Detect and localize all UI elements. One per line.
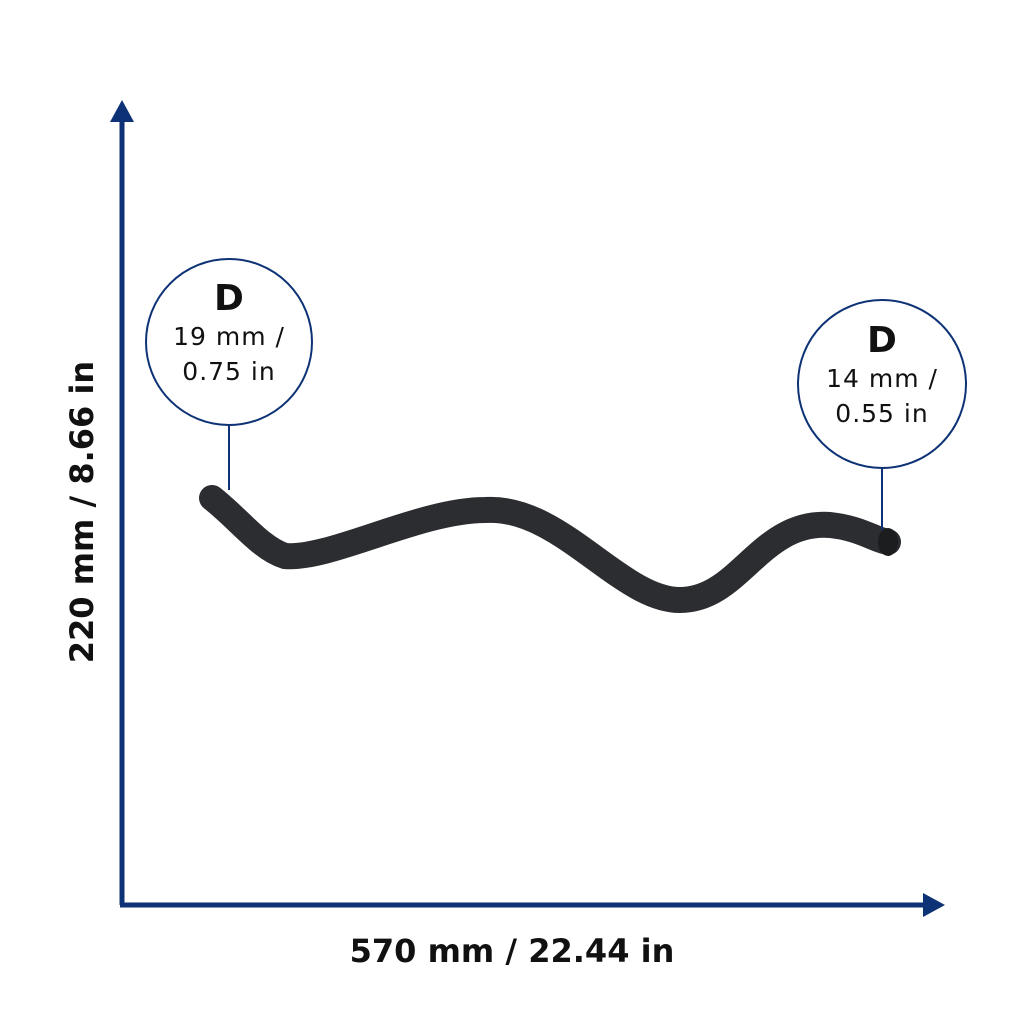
- callout-text: 19 mm /: [173, 322, 285, 351]
- hose-body: [199, 485, 901, 614]
- height-label: 220 mm / 8.66 in: [63, 361, 101, 663]
- arrow-head: [110, 100, 134, 122]
- arrow-head: [923, 893, 945, 917]
- callout-circle: [797, 299, 967, 469]
- callout-circle: [145, 258, 313, 426]
- callout-text: 14 mm /: [826, 364, 938, 393]
- callout-text: 0.55 in: [835, 399, 928, 428]
- callout: D 14 mm / 0.55 in: [797, 299, 967, 530]
- width-label: 570 mm / 22.44 in: [350, 932, 675, 970]
- callout-letter: D: [867, 320, 897, 361]
- callout: D 19 mm / 0.75 in: [145, 258, 313, 490]
- callout-letter: D: [214, 278, 244, 319]
- hose: [199, 485, 901, 614]
- hose-end: [878, 528, 898, 556]
- axes: [110, 100, 945, 917]
- callout-text: 0.75 in: [182, 357, 275, 386]
